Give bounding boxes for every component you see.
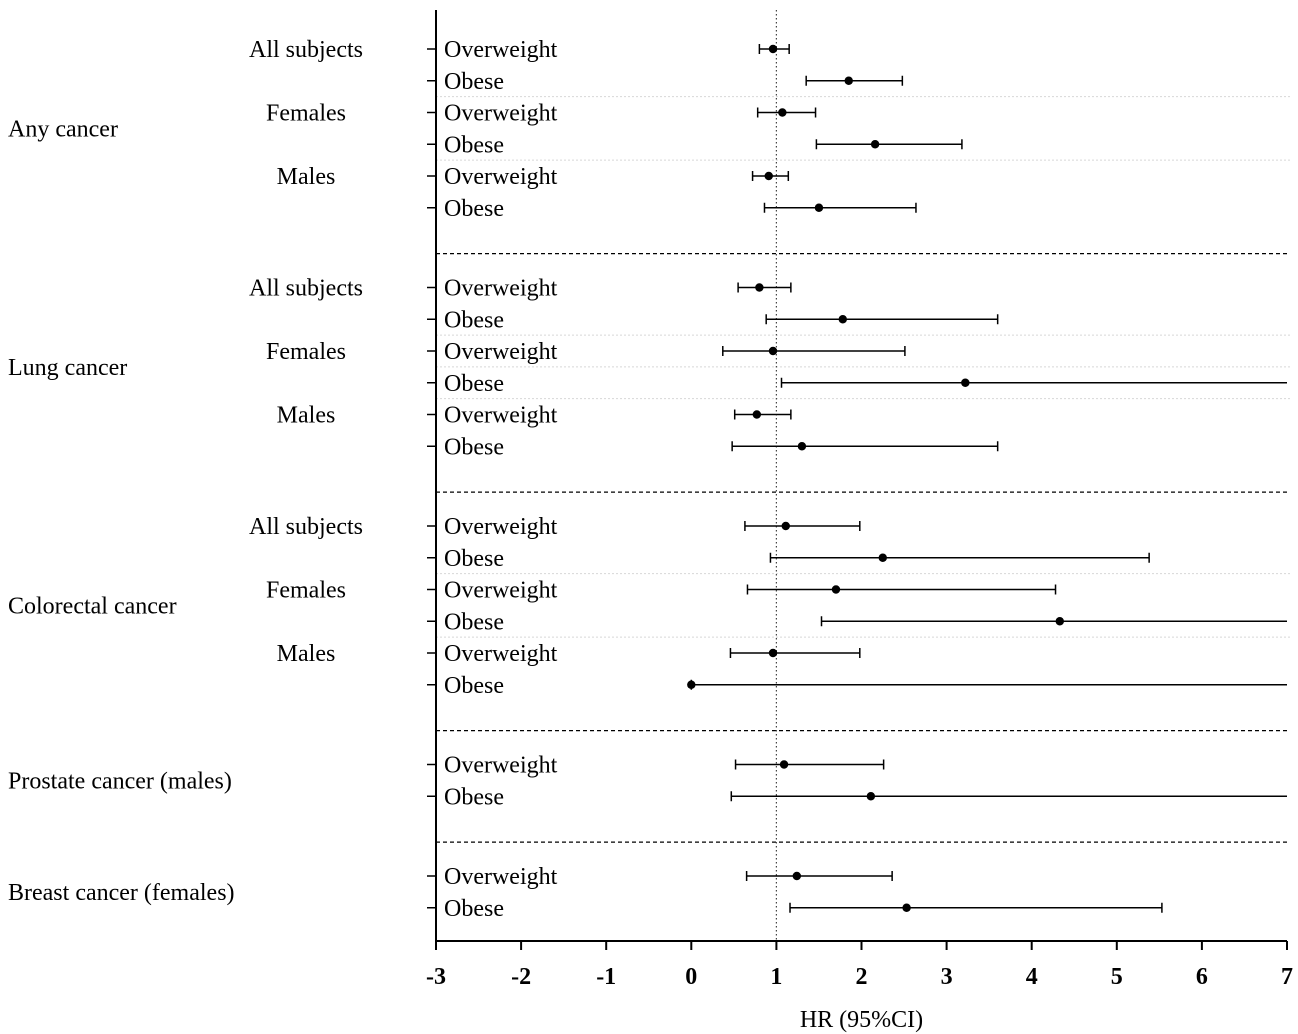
row-label: Obese xyxy=(444,673,504,699)
row-label: Overweight xyxy=(444,403,558,429)
row-separators xyxy=(436,10,1290,941)
subgroup-label: Males xyxy=(277,403,336,429)
subgroup-label: Females xyxy=(266,339,346,365)
group-label: Prostate cancer (males) xyxy=(8,768,232,794)
hr-point xyxy=(755,283,764,292)
x-axis-title: HR (95%CI) xyxy=(800,1007,923,1033)
row-label: Obese xyxy=(444,69,504,95)
hr-point xyxy=(870,140,880,149)
hr-point xyxy=(778,108,787,117)
group-label: Colorectal cancer xyxy=(8,593,177,619)
subgroup-label: All subjects xyxy=(249,514,363,540)
row-labels: Overweight Obese All subjects Overweight Obe… xyxy=(8,37,558,922)
row-label: Overweight xyxy=(444,101,558,127)
hr-point xyxy=(961,378,970,387)
x-tick-label: 4 xyxy=(1026,964,1038,990)
row-label: Obese xyxy=(444,434,504,460)
x-tick-label: -3 xyxy=(426,964,446,990)
subgroup-label: Males xyxy=(277,641,336,667)
row-label: Overweight xyxy=(444,641,558,667)
row-label: Overweight xyxy=(444,514,558,540)
hr-point xyxy=(752,410,762,419)
interval-marks xyxy=(687,44,1287,913)
hr-point xyxy=(764,171,773,181)
x-tick-label: 2 xyxy=(856,964,868,990)
subgroup-label: Females xyxy=(266,101,346,127)
hr-point xyxy=(687,680,696,689)
x-tick-label: -2 xyxy=(511,964,531,990)
hr-point xyxy=(902,903,911,912)
row-label: Obese xyxy=(444,546,504,572)
hr-point xyxy=(797,442,807,451)
x-tick-label: 1 xyxy=(770,964,782,990)
row-label: Overweight xyxy=(444,753,558,779)
hr-point xyxy=(844,76,853,85)
row-label: Overweight xyxy=(444,37,558,63)
hr-point xyxy=(768,648,778,658)
hr-point xyxy=(831,585,841,594)
subgroup-label: Males xyxy=(277,164,336,190)
hr-point xyxy=(781,521,790,531)
row-label: Overweight xyxy=(444,339,558,365)
group-label: Any cancer xyxy=(8,116,118,142)
hr-point xyxy=(1055,617,1064,626)
row-label: Obese xyxy=(444,196,504,222)
row-label: Obese xyxy=(444,371,504,397)
row-label: Obese xyxy=(444,132,504,158)
x-tick-label: -1 xyxy=(596,964,616,990)
x-tick-label: 3 xyxy=(941,964,953,990)
hr-point xyxy=(878,553,887,562)
row-label: Overweight xyxy=(444,578,558,604)
x-tick-label: 6 xyxy=(1196,964,1208,990)
hr-point xyxy=(779,760,789,769)
row-label: Obese xyxy=(444,784,504,810)
x-tick-label: 0 xyxy=(685,964,697,990)
hr-point xyxy=(814,203,824,212)
row-label: Overweight xyxy=(444,276,558,302)
subgroup-label: Females xyxy=(266,578,346,604)
group-label: Lung cancer xyxy=(8,355,127,381)
subgroup-label: All subjects xyxy=(249,276,363,302)
row-label: Overweight xyxy=(444,164,558,190)
hr-point xyxy=(768,346,778,356)
hr-point xyxy=(838,315,847,324)
row-label: Obese xyxy=(444,609,504,635)
row-label: Obese xyxy=(444,307,504,333)
group-label: Breast cancer (females) xyxy=(8,880,235,906)
hr-point xyxy=(768,44,778,54)
row-label: Obese xyxy=(444,896,504,922)
hr-point xyxy=(866,792,876,801)
x-tick-label: 5 xyxy=(1111,964,1123,990)
hr-point xyxy=(792,871,802,881)
subgroup-label: All subjects xyxy=(249,37,363,63)
axes: -3 -2 -1 0 1 2 3 4 5 6 7 xyxy=(426,10,1293,990)
x-tick-label: 7 xyxy=(1281,964,1293,990)
row-label: Overweight xyxy=(444,864,558,890)
